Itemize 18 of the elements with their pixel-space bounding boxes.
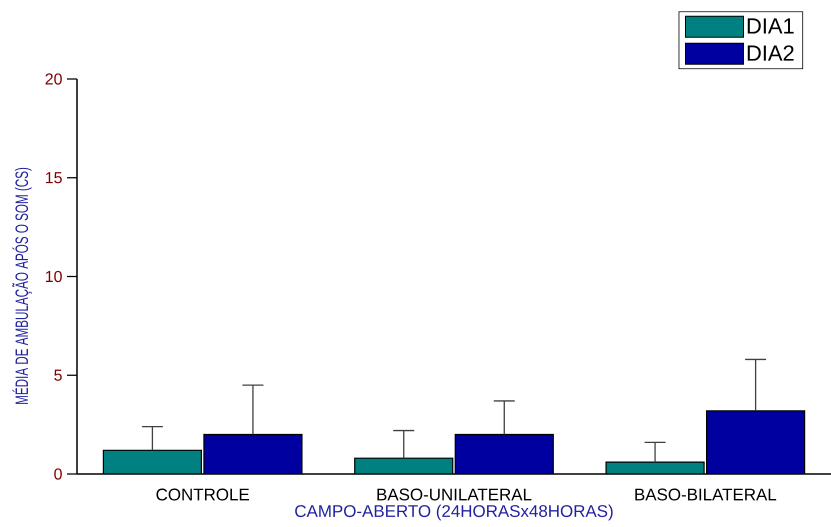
bar <box>454 434 554 474</box>
bar <box>605 462 705 474</box>
y-tick-label: 0 <box>54 468 62 480</box>
y-tick-label: 5 <box>54 370 62 381</box>
y-tick-label: 20 <box>46 73 62 85</box>
x-axis-title: CAMPO-ABERTO (24HORASx48HORAS) <box>295 504 613 520</box>
y-axis-title: MÉDIA DE AMBULAÇÃO APÓS O SOM (CS) <box>12 168 32 404</box>
bar <box>204 434 302 474</box>
legend-label: DIA1 <box>748 18 794 34</box>
y-tick-label: 15 <box>46 172 62 184</box>
bar <box>706 410 806 474</box>
x-tick-label: BASO-UNILATERAL <box>377 488 532 501</box>
legend-label: DIA2 <box>748 45 794 61</box>
x-tick-label: BASO-BILATERAL <box>635 488 776 501</box>
bar <box>103 450 202 474</box>
y-tick-label: 10 <box>46 270 62 282</box>
bar <box>354 458 454 474</box>
x-tick-label: CONTROLE <box>156 488 249 501</box>
